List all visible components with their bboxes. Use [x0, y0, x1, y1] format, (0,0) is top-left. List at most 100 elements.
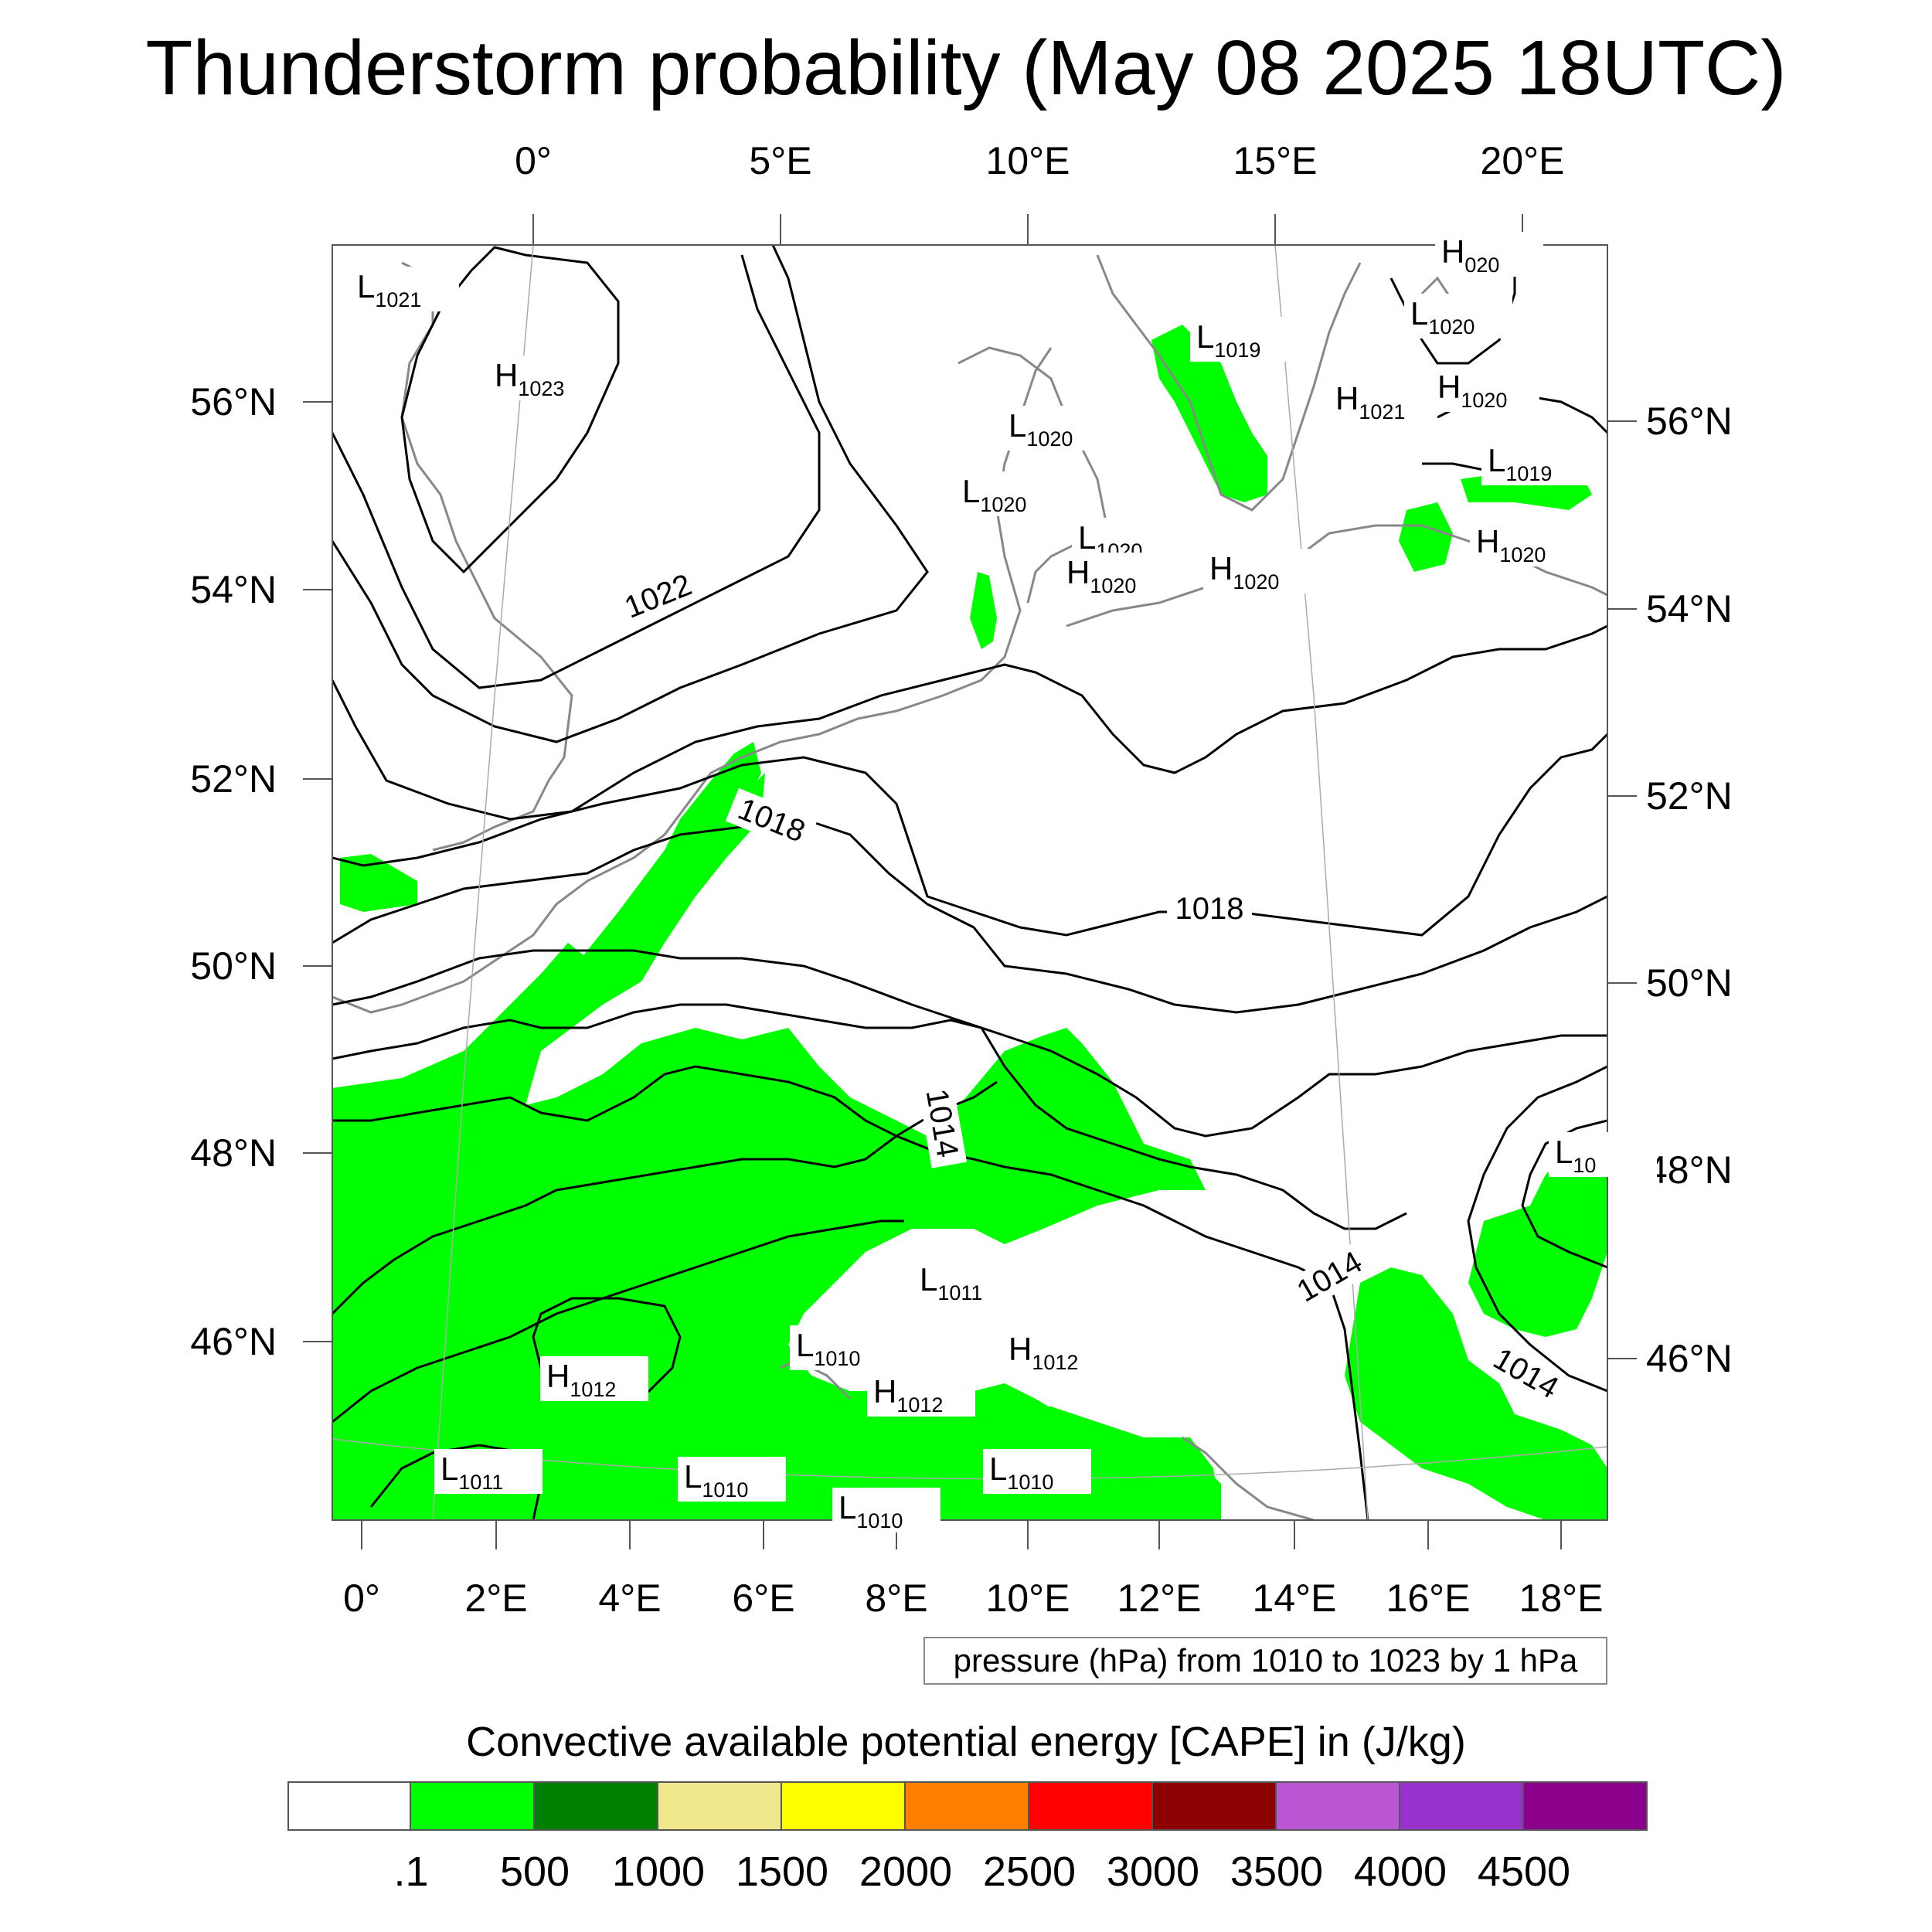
contour-label: 1018 [1175, 892, 1244, 926]
isobar-1019 [332, 733, 1607, 937]
pressure-center-low: L1010 [983, 1449, 1091, 1494]
pressure-center-high: H1020 [1060, 553, 1168, 597]
isobar-1022 [332, 254, 821, 689]
left-lat-label: 46°N [190, 1320, 277, 1363]
isobar-1013-east [1521, 1119, 1607, 1269]
contour-label: 1022 [620, 568, 696, 625]
right-lat-label: 56°N [1646, 400, 1733, 443]
pressure-center-value: 1020 [980, 493, 1026, 516]
pressure-center-value: 1019 [1505, 462, 1552, 485]
right-lat-label: 46°N [1646, 1337, 1733, 1380]
isobar-1020 [332, 624, 1607, 821]
pressure-center-type: L [1196, 318, 1214, 355]
svg-text:L1011: L1011 [920, 1261, 982, 1304]
pressure-center-value: 1020 [1233, 570, 1279, 594]
svg-text:L1010: L1010 [989, 1451, 1053, 1494]
pressure-center-type: L [1009, 407, 1026, 444]
top-ticks [532, 214, 1523, 245]
pressure-center-low: L1020 [1002, 406, 1111, 451]
pressure-center-high: H1012 [1002, 1329, 1111, 1374]
right-lat-label: 50°N [1646, 961, 1733, 1005]
pressure-center-value: 10 [1573, 1154, 1596, 1177]
pressure-center-low: L1020 [1404, 294, 1512, 338]
right-lat-label: 54°N [1646, 587, 1733, 631]
svg-text:H1020: H1020 [1066, 554, 1136, 597]
pressure-center-value: 1011 [458, 1471, 503, 1494]
svg-text:L1010: L1010 [838, 1489, 903, 1532]
svg-text:L1011: L1011 [440, 1451, 503, 1494]
svg-text:L1010: L1010 [684, 1458, 748, 1502]
isobar-1014 [332, 1080, 998, 1315]
meridian-15E [1274, 245, 1369, 1520]
contour-label: 1018 [733, 792, 810, 849]
pressure-center-value: 1021 [375, 288, 421, 311]
pressure-center-type: L [838, 1489, 856, 1526]
pressure-center-type: H [1437, 369, 1461, 405]
pressure-center-value: 1012 [896, 1393, 943, 1417]
colorbar-label: 3000 [1106, 1849, 1200, 1895]
left-lat-label: 56°N [190, 380, 277, 423]
colorbar-swatch [1277, 1781, 1400, 1831]
svg-text:H020: H020 [1441, 233, 1499, 277]
svg-text:H1020: H1020 [1437, 369, 1507, 412]
coastline-denmark [957, 346, 1107, 604]
pressure-center-low: L1021 [351, 267, 459, 311]
cape-area-baltic [1399, 502, 1453, 572]
colorbar-swatch [1029, 1781, 1153, 1831]
pressure-center-high: H1020 [1203, 549, 1311, 594]
pressure-center-high: H020 [1435, 232, 1543, 277]
svg-text:L1010: L1010 [796, 1327, 860, 1370]
svg-text:L1021: L1021 [357, 268, 421, 311]
pressure-center-value: 1010 [814, 1347, 860, 1370]
pressure-center-type: L [684, 1458, 702, 1495]
colorbar-swatch [1524, 1781, 1648, 1831]
left-lat-label: 52°N [190, 757, 277, 801]
pressure-center-high: H1012 [867, 1372, 975, 1417]
pressure-center-value: 020 [1464, 253, 1499, 277]
pressure-center-type: H [546, 1358, 570, 1394]
pressure-center-type: L [357, 268, 375, 304]
colorbar-label: 1500 [735, 1849, 829, 1895]
cape-area-channel [340, 854, 417, 912]
pressure-center-high: H1020 [1431, 367, 1539, 412]
pressure-center-type: H [1335, 380, 1359, 417]
colorbar-swatch [1153, 1781, 1277, 1831]
bottom-ticks [361, 1520, 1562, 1549]
cape-area-benelux [556, 742, 761, 1005]
colorbar-swatch [1400, 1781, 1524, 1831]
pressure-center-low: L1010 [678, 1457, 786, 1502]
top-lon-label: 15°E [1233, 139, 1318, 182]
pressure-center-value: 1019 [1214, 338, 1260, 362]
pressure-center-high: H1021 [1329, 379, 1437, 423]
top-lon-label: 10°E [985, 139, 1070, 182]
colorbar-swatch [906, 1781, 1029, 1831]
colorbar-label: .1 [393, 1849, 429, 1895]
pressure-center-type: H [1009, 1331, 1032, 1367]
coastline-sweden [1096, 254, 1362, 512]
bottom-lon-label: 18°E [1519, 1577, 1604, 1620]
pressure-center-type: L [989, 1451, 1007, 1487]
pressure-center-value: 1020 [1499, 543, 1546, 566]
bottom-lon-label: 10°E [985, 1577, 1070, 1620]
coastline-britain [400, 261, 573, 852]
contour-label: 1014 [1291, 1245, 1368, 1309]
isobars [332, 245, 1607, 1520]
right-lat-label: 48°N [1646, 1148, 1733, 1192]
bottom-lon-label: 6°E [732, 1577, 795, 1620]
colorbar-label: 3500 [1230, 1849, 1324, 1895]
pressure-center-value: 1020 [1461, 389, 1507, 412]
isobar-1014-east [1467, 1065, 1607, 1393]
pressure-center-low: L1011 [434, 1449, 543, 1494]
pressure-center-low: L10 [1549, 1132, 1657, 1177]
pressure-center-type: L [796, 1327, 814, 1363]
pressure-center-type: H [1476, 523, 1499, 560]
cape-area-southwest [332, 773, 1221, 1520]
svg-text:H1020: H1020 [1209, 550, 1279, 594]
coastlines [332, 254, 1607, 1520]
isobar-1018 [332, 818, 1607, 1014]
pressure-center-value: 1023 [518, 377, 564, 400]
bottom-lon-label: 4°E [598, 1577, 662, 1620]
colorbar-swatch [658, 1781, 782, 1831]
top-lon-label: 5°E [749, 139, 812, 182]
